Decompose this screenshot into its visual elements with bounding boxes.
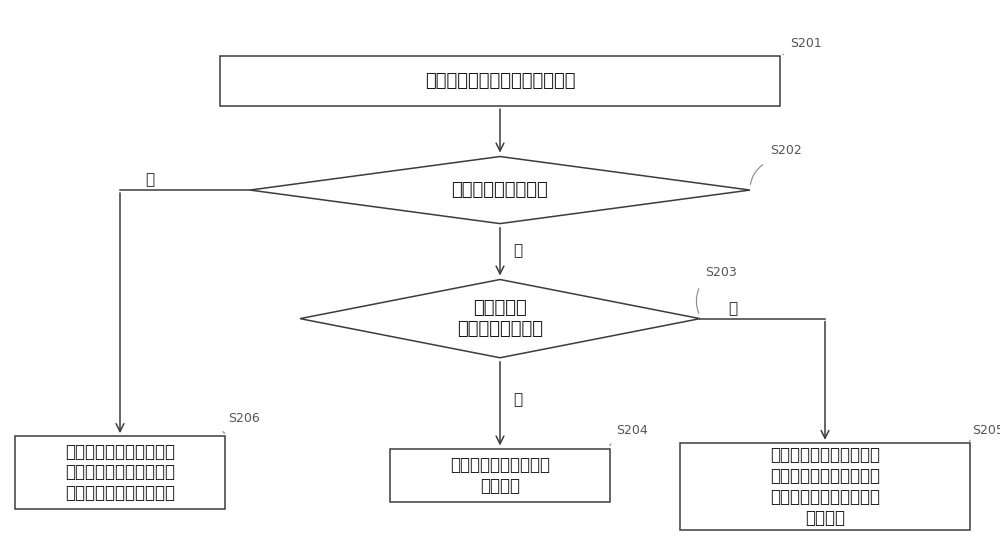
Text: 判断子文件
是否满足写入条件: 判断子文件 是否满足写入条件: [457, 299, 543, 338]
Bar: [15, 436, 225, 509]
Text: S203: S203: [705, 267, 737, 280]
Text: 是: 是: [513, 392, 522, 407]
Bar: [390, 448, 610, 502]
Text: 创建空文件，将所述空文
件作为子文件，并将所述
文本数据写入所述子文件: 创建空文件，将所述空文 件作为子文件，并将所述 文本数据写入所述子文件: [65, 443, 175, 502]
Text: 是: 是: [513, 243, 522, 258]
Text: S201: S201: [790, 37, 822, 50]
Text: S206: S206: [228, 412, 260, 425]
Text: 否: 否: [145, 173, 154, 187]
Text: 将所述文本数据写入所
述子文件: 将所述文本数据写入所 述子文件: [450, 456, 550, 495]
Text: 判断子文件是否存在: 判断子文件是否存在: [452, 181, 548, 199]
Polygon shape: [300, 280, 700, 358]
Bar: [220, 56, 780, 106]
Text: S205: S205: [972, 424, 1000, 437]
Text: 获取目标文件中的一个文本数据: 获取目标文件中的一个文本数据: [425, 72, 575, 90]
Bar: [680, 443, 970, 530]
Text: S202: S202: [770, 144, 802, 157]
Text: 否: 否: [728, 301, 737, 316]
Text: 创建空文件，将所述空文
件作为新的子文件，并将
所述文本数据写入所述新
的子文件: 创建空文件，将所述空文 件作为新的子文件，并将 所述文本数据写入所述新 的子文件: [770, 446, 880, 527]
Text: S204: S204: [616, 424, 648, 437]
Polygon shape: [250, 157, 750, 224]
